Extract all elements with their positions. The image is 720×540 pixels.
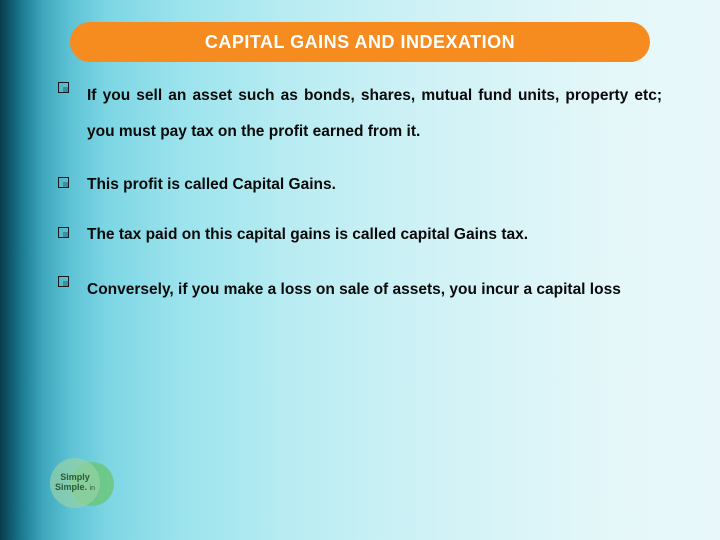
title-bar: CAPITAL GAINS AND INDEXATION bbox=[70, 22, 650, 62]
logo-circle-front: Simply Simple. in bbox=[50, 458, 100, 508]
bullet-icon bbox=[58, 82, 69, 93]
bullet-text: If you sell an asset such as bonds, shar… bbox=[87, 78, 662, 149]
list-item: If you sell an asset such as bonds, shar… bbox=[58, 78, 662, 149]
content-area: If you sell an asset such as bonds, shar… bbox=[58, 78, 662, 333]
bullet-text: The tax paid on this capital gains is ca… bbox=[87, 223, 528, 246]
list-item: The tax paid on this capital gains is ca… bbox=[58, 223, 662, 246]
bullet-text: Conversely, if you make a loss on sale o… bbox=[87, 272, 621, 308]
list-item: This profit is called Capital Gains. bbox=[58, 173, 662, 196]
bullet-icon bbox=[58, 227, 69, 238]
logo-text-line2: Simple. in bbox=[55, 483, 95, 493]
list-item: Conversely, if you make a loss on sale o… bbox=[58, 272, 662, 308]
logo: Simply Simple. in bbox=[50, 458, 114, 516]
bullet-text: This profit is called Capital Gains. bbox=[87, 173, 336, 196]
bullet-icon bbox=[58, 177, 69, 188]
bullet-icon bbox=[58, 276, 69, 287]
slide-title: CAPITAL GAINS AND INDEXATION bbox=[205, 32, 515, 53]
slide-container: CAPITAL GAINS AND INDEXATION If you sell… bbox=[0, 0, 720, 540]
